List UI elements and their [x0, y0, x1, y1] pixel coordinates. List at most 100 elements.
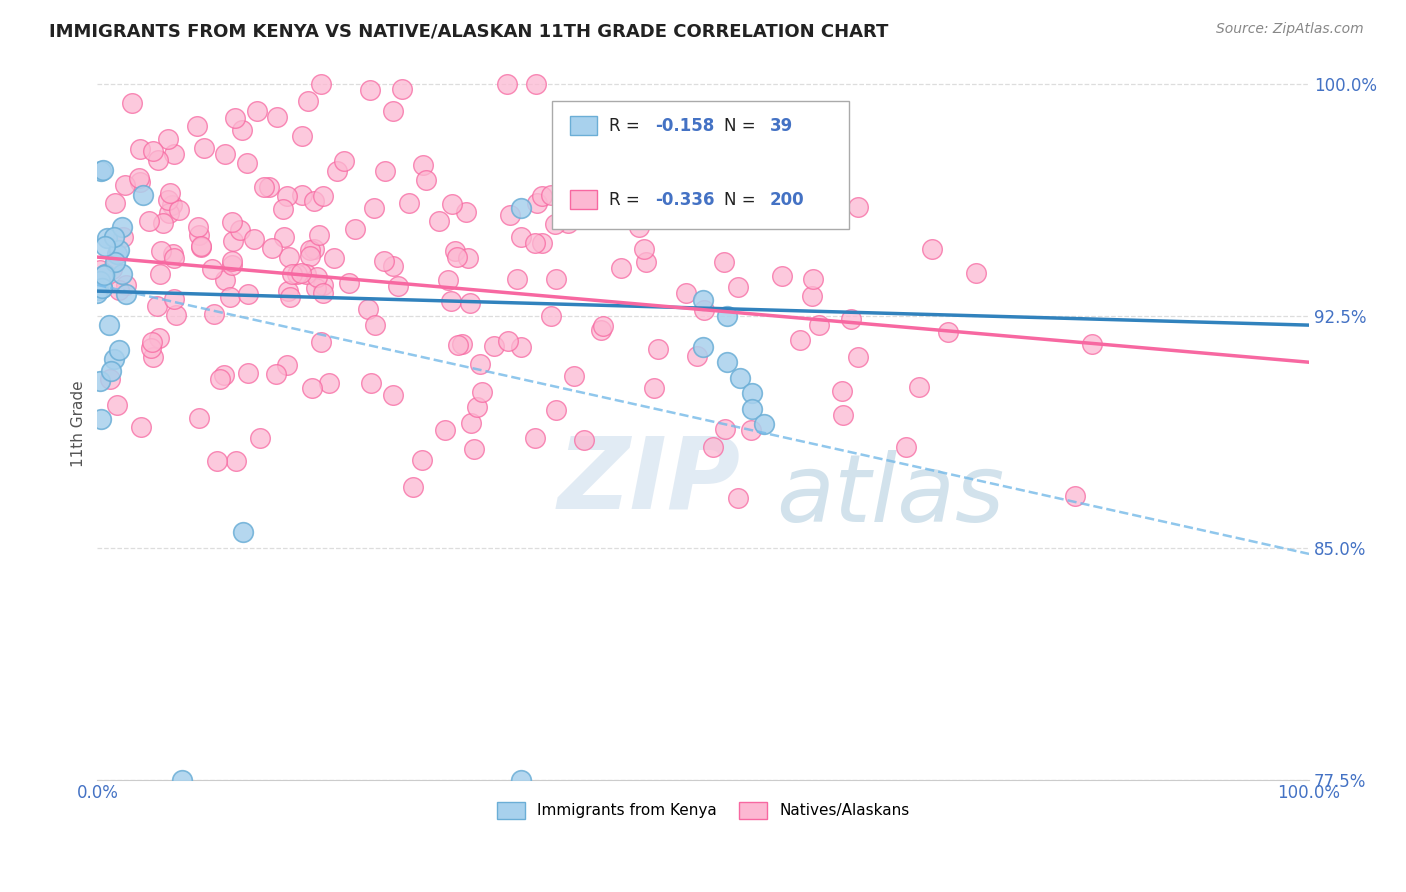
Point	[322, 251, 344, 265]
Point	[564, 368, 586, 383]
Point	[229, 222, 252, 236]
Point	[172, 772, 194, 787]
Point	[202, 307, 225, 321]
Point	[444, 244, 467, 258]
Point	[544, 403, 567, 417]
Point	[509, 340, 531, 354]
Point	[794, 148, 817, 162]
Point	[741, 386, 763, 401]
Point	[402, 481, 425, 495]
Text: ZIP: ZIP	[558, 433, 741, 530]
Point	[104, 196, 127, 211]
Point	[592, 172, 614, 186]
Point	[546, 271, 568, 285]
Point	[281, 267, 304, 281]
Point	[433, 423, 456, 437]
Point	[496, 77, 519, 91]
Text: atlas: atlas	[776, 450, 1004, 541]
Point	[157, 193, 180, 207]
Point	[627, 220, 650, 235]
Point	[232, 525, 254, 540]
Text: Source: ZipAtlas.com: Source: ZipAtlas.com	[1216, 22, 1364, 37]
Point	[936, 325, 959, 339]
Legend: Immigrants from Kenya, Natives/Alaskans: Immigrants from Kenya, Natives/Alaskans	[491, 796, 915, 825]
Point	[415, 173, 437, 187]
Point	[685, 349, 707, 363]
Point	[727, 279, 749, 293]
Point	[214, 273, 236, 287]
Point	[89, 263, 111, 277]
Point	[382, 259, 405, 273]
Point	[187, 220, 209, 235]
Point	[193, 141, 215, 155]
Point	[458, 296, 481, 310]
Point	[343, 222, 366, 236]
Point	[188, 228, 211, 243]
Point	[295, 267, 318, 281]
Point	[165, 308, 187, 322]
Point	[277, 284, 299, 298]
Point	[801, 272, 824, 286]
Point	[129, 142, 152, 156]
Point	[105, 398, 128, 412]
Point	[139, 341, 162, 355]
Point	[309, 335, 332, 350]
Point	[146, 153, 169, 167]
Point	[129, 420, 152, 434]
Point	[831, 408, 853, 422]
Point	[526, 195, 548, 210]
Point	[716, 309, 738, 323]
Point	[647, 342, 669, 356]
Point	[965, 266, 987, 280]
Text: R =: R =	[609, 117, 645, 135]
Point	[93, 163, 115, 178]
Point	[839, 311, 862, 326]
Point	[307, 269, 329, 284]
Point	[398, 196, 420, 211]
Point	[205, 454, 228, 468]
Point	[114, 178, 136, 192]
Point	[93, 268, 115, 282]
Point	[108, 283, 131, 297]
Point	[762, 158, 785, 172]
Point	[540, 310, 562, 324]
Point	[163, 251, 186, 265]
Point	[693, 303, 716, 318]
Point	[908, 380, 931, 394]
Point	[128, 171, 150, 186]
Point	[231, 123, 253, 137]
Point	[728, 370, 751, 384]
Point	[312, 188, 335, 202]
Point	[381, 103, 404, 118]
Point	[412, 158, 434, 172]
Point	[138, 214, 160, 228]
Point	[141, 334, 163, 349]
Point	[499, 208, 522, 222]
Point	[544, 217, 567, 231]
Point	[312, 278, 335, 293]
Point	[107, 343, 129, 357]
Point	[530, 235, 553, 250]
Point	[382, 388, 405, 402]
Point	[162, 247, 184, 261]
Point	[299, 249, 322, 263]
Point	[257, 180, 280, 194]
Point	[506, 272, 529, 286]
Point	[727, 491, 749, 505]
Point	[100, 363, 122, 377]
Point	[201, 262, 224, 277]
Point	[447, 338, 470, 352]
Text: -0.158: -0.158	[655, 117, 714, 135]
Point	[89, 374, 111, 388]
Point	[246, 104, 269, 119]
Point	[450, 337, 472, 351]
Point	[90, 411, 112, 425]
Point	[142, 350, 165, 364]
Bar	[569, 116, 596, 136]
Point	[108, 244, 131, 258]
Point	[411, 452, 433, 467]
Point	[484, 338, 506, 352]
Point	[374, 164, 396, 178]
Point	[716, 355, 738, 369]
Point	[149, 267, 172, 281]
